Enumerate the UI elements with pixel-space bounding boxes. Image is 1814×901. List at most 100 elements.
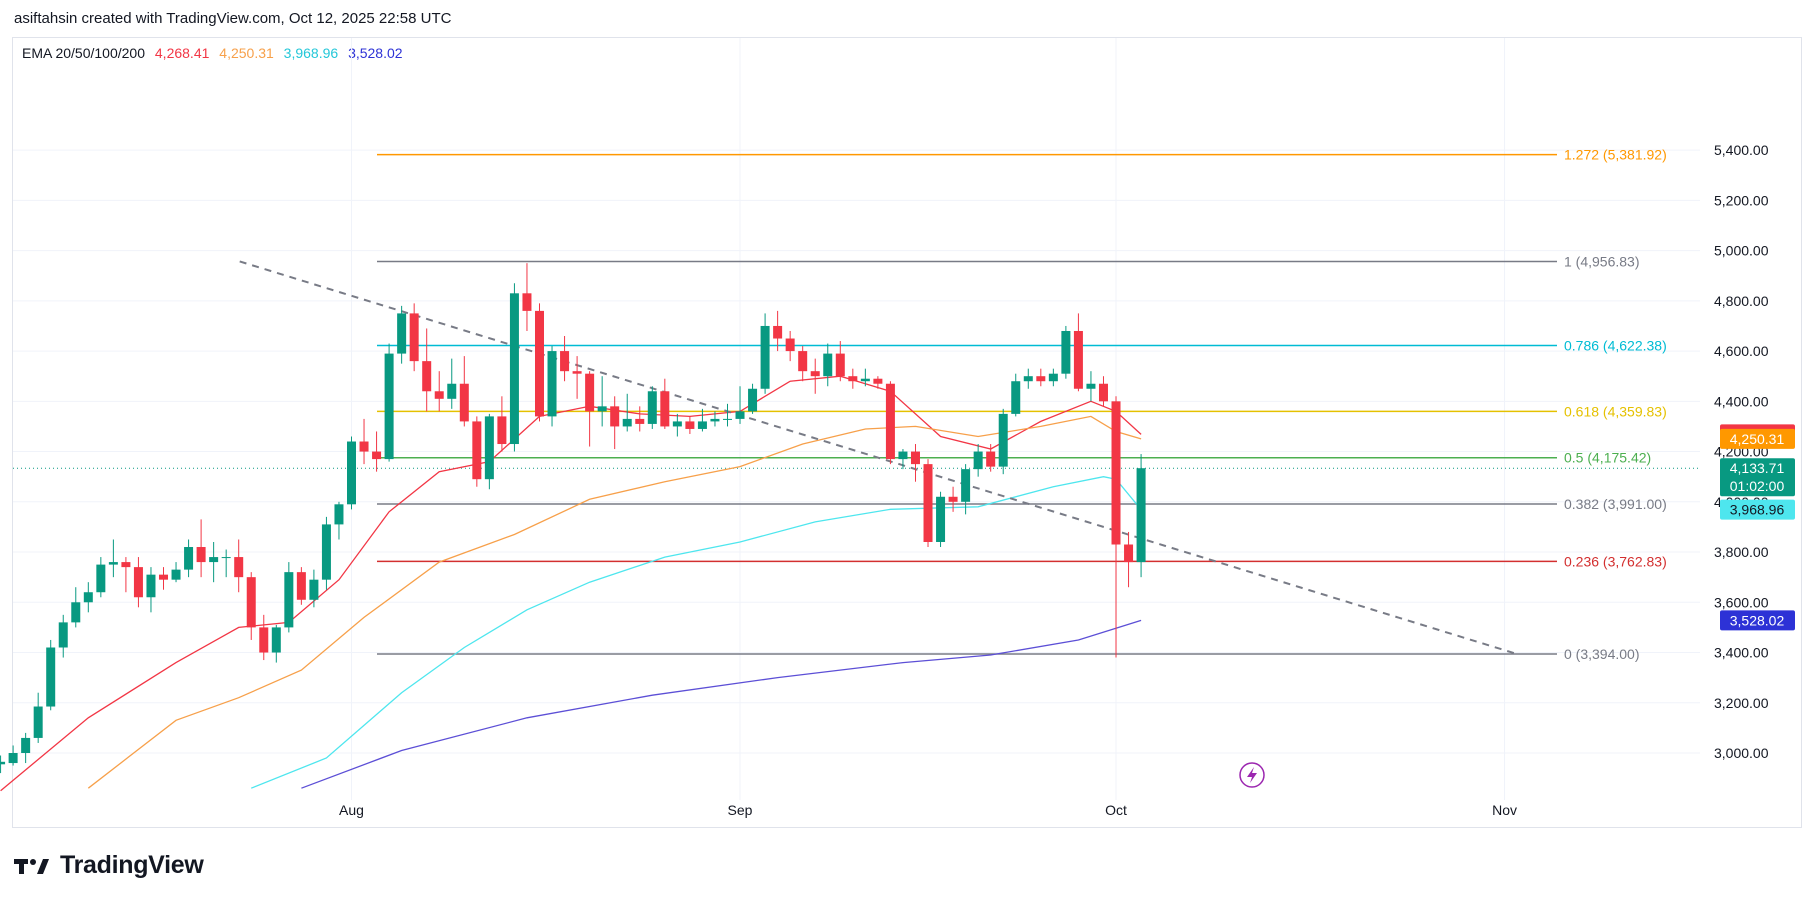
- candle: [722, 403, 732, 427]
- candle-body: [196, 547, 206, 563]
- candle-body: [560, 351, 570, 372]
- candle-body: [259, 627, 269, 653]
- ema-legend[interactable]: EMA 20/50/100/200 4,268.41 4,250.31 3,96…: [22, 45, 409, 61]
- candle-body: [848, 376, 858, 382]
- fib-level-label: 0.5 (4,175.42): [1564, 450, 1651, 466]
- ema20-value: 4,268.41: [154, 45, 210, 61]
- fib-level-label: 1 (4,956.83): [1564, 253, 1640, 269]
- x-axis-tick-label: Aug: [339, 802, 364, 818]
- candle: [622, 393, 632, 432]
- candle: [810, 358, 820, 394]
- candle: [472, 416, 482, 487]
- candle-body: [309, 579, 319, 600]
- candle-body: [810, 371, 820, 377]
- candle-body: [459, 383, 469, 422]
- candle: [259, 614, 269, 661]
- candle: [998, 408, 1008, 475]
- fib-level-label: 1.272 (5,381.92): [1564, 147, 1667, 163]
- candle-body: [835, 353, 845, 377]
- candle: [748, 383, 758, 414]
- candle-body: [296, 572, 306, 600]
- candle: [823, 343, 833, 387]
- candle: [785, 330, 795, 362]
- y-axis-tick-label: 5,400.00: [1714, 142, 1769, 158]
- candle-body: [635, 418, 645, 424]
- candle: [860, 368, 870, 387]
- candle-body: [522, 293, 532, 311]
- candle: [184, 539, 194, 578]
- candle: [196, 519, 206, 578]
- candle-body: [497, 416, 507, 445]
- candle: [660, 378, 670, 429]
- candle-body: [936, 496, 946, 542]
- y-axis-tick-label: 4,600.00: [1714, 343, 1769, 359]
- candle: [83, 582, 93, 613]
- candle: [1086, 371, 1096, 402]
- candle-body: [534, 310, 544, 417]
- price-tag-bg: [1720, 458, 1795, 497]
- candle: [760, 313, 770, 394]
- candle: [697, 408, 707, 432]
- candle: [647, 386, 657, 429]
- chart-frame: [12, 37, 1802, 828]
- candle: [1048, 368, 1058, 387]
- candle-body: [409, 313, 419, 362]
- ema20-line: [0, 375, 1142, 792]
- tradingview-logo[interactable]: TradingView: [14, 851, 204, 880]
- fib-level-label: 0 (3,394.00): [1564, 646, 1640, 662]
- candle: [848, 368, 858, 389]
- candle-body: [1086, 383, 1096, 389]
- candle: [509, 283, 519, 452]
- candle: [685, 416, 695, 434]
- candle: [1098, 376, 1108, 407]
- candle-body: [672, 421, 682, 427]
- candle: [384, 343, 394, 462]
- candle-body: [1111, 401, 1121, 545]
- candle-body: [748, 388, 758, 412]
- candle: [484, 413, 494, 490]
- candle-body: [472, 421, 482, 480]
- x-axis-tick-label: Sep: [728, 802, 753, 818]
- price-tag: 4,250.31: [1720, 428, 1795, 449]
- candle-body: [1011, 381, 1021, 414]
- candle-body: [1124, 544, 1134, 563]
- candle: [0, 755, 6, 774]
- candle-body: [221, 557, 231, 559]
- candle: [133, 557, 143, 608]
- candle: [296, 567, 306, 605]
- candle: [910, 444, 920, 482]
- candle-body: [597, 406, 607, 412]
- grid: [13, 38, 1700, 800]
- candle: [961, 464, 971, 515]
- candle-body: [121, 562, 131, 568]
- candle: [1073, 313, 1083, 392]
- fib-level-label: 0.786 (4,622.38): [1564, 337, 1667, 353]
- fib-level-label: 0.382 (3,991.00): [1564, 496, 1667, 512]
- y-axis-tick-label: 5,200.00: [1714, 192, 1769, 208]
- candle-body: [96, 564, 106, 593]
- candle-body: [509, 293, 519, 445]
- candle: [171, 562, 181, 583]
- candle-body: [133, 567, 143, 598]
- candle-body: [785, 338, 795, 352]
- candle: [146, 567, 156, 613]
- candle: [309, 569, 319, 608]
- candle-body: [647, 391, 657, 424]
- candle-body: [572, 371, 582, 374]
- candle: [898, 449, 908, 470]
- candle: [835, 341, 845, 382]
- candle: [409, 303, 419, 372]
- y-axis-tick-label: 3,600.00: [1714, 594, 1769, 610]
- candle-body: [823, 353, 833, 377]
- candle: [209, 541, 219, 583]
- candle-body: [71, 602, 81, 623]
- candle-body: [171, 569, 181, 580]
- candle: [33, 692, 43, 743]
- candle-body: [83, 592, 93, 603]
- candle-body: [973, 451, 983, 470]
- candle: [873, 376, 883, 389]
- y-axis-tick-label: 4,800.00: [1714, 293, 1769, 309]
- candle: [936, 491, 946, 548]
- candle: [359, 418, 369, 465]
